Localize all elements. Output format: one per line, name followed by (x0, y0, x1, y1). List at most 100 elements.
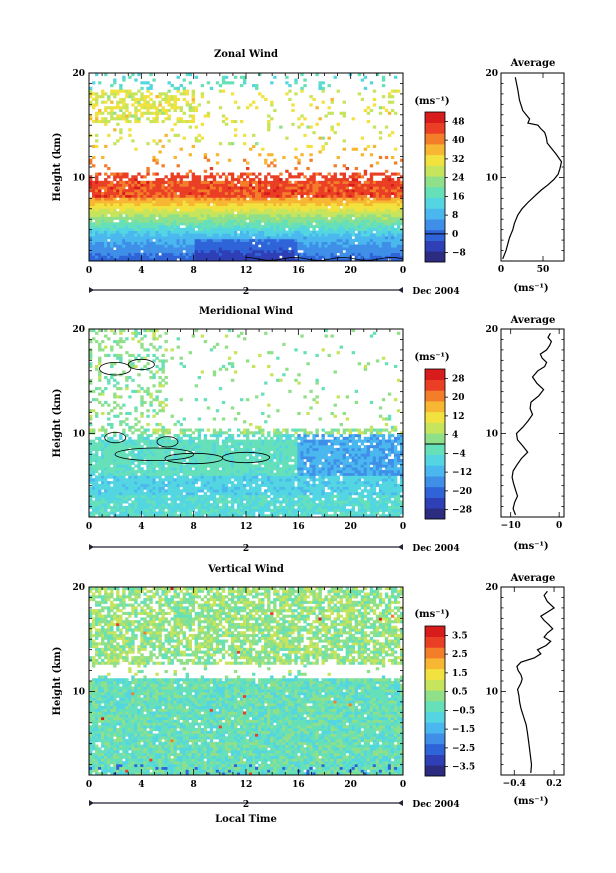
heatmap-cell (137, 100, 141, 104)
heatmap-cell (242, 230, 247, 234)
heatmap-cell (176, 194, 180, 198)
heatmap-cell (140, 92, 144, 96)
heatmap-cell (113, 241, 117, 245)
heatmap-cell (143, 478, 147, 482)
heatmap-cell (258, 258, 262, 261)
heatmap-cell (149, 233, 153, 237)
heatmap-cell (396, 194, 401, 198)
heatmap-cell (200, 255, 205, 259)
heatmap-cell (113, 400, 117, 404)
heatmap-cell (104, 178, 108, 182)
heatmap-cell (167, 219, 171, 223)
heatmap-cell (119, 395, 123, 399)
heatmap-cell (224, 255, 229, 259)
heatmap-cell (104, 214, 108, 218)
heatmap-cell (113, 230, 117, 234)
heatmap-cell (98, 461, 102, 465)
heatmap-cell (107, 194, 111, 198)
heatmap-cell (258, 214, 262, 218)
heatmap-cell (333, 236, 337, 240)
heatmap-cell (146, 238, 150, 242)
heatmap-cell (155, 255, 159, 259)
heatmap-cell (194, 219, 199, 223)
heatmap-cell (227, 208, 232, 212)
heatmap-cell (351, 247, 356, 251)
heatmap-cell (98, 345, 102, 349)
heatmap-cell (122, 478, 126, 482)
heatmap-cell (128, 497, 132, 501)
heatmap-cell (101, 186, 105, 190)
heatmap-cell (143, 334, 147, 338)
heatmap-cell (179, 120, 183, 124)
colorbar-segment (425, 144, 445, 156)
heatmap-cell (194, 183, 199, 187)
heatmap-cell (315, 73, 319, 77)
heatmap-cell (252, 227, 256, 231)
heatmap-cell (122, 194, 126, 198)
heatmap-cell (282, 252, 286, 256)
heatmap-cell (149, 238, 153, 242)
heatmap-cell (342, 175, 346, 179)
heatmap-cell (128, 464, 132, 468)
heatmap-cell (182, 258, 186, 261)
heatmap-cell (330, 225, 334, 229)
heatmap-cell (140, 241, 144, 245)
heatmap-cell (384, 211, 389, 215)
heatmap-cell (122, 202, 126, 207)
heatmap-cell (303, 258, 307, 261)
heatmap-cell (173, 233, 177, 237)
heatmap-cell (149, 208, 153, 212)
heatmap-cell (116, 445, 120, 449)
heatmap-cell (134, 100, 138, 104)
heatmap-cell (330, 214, 334, 218)
heatmap-cell (330, 186, 334, 190)
heatmap-cell (303, 78, 307, 82)
heatmap-cell (224, 222, 229, 226)
heatmap-cell (366, 233, 371, 237)
colorbar-segment (425, 165, 445, 177)
heatmap-cell (242, 180, 247, 184)
heatmap-cell (92, 236, 96, 240)
heatmap-cell (315, 249, 319, 254)
heatmap-cell (285, 186, 289, 190)
heatmap-cell (89, 414, 93, 418)
heatmap-cell (378, 230, 383, 234)
heatmap-cell (104, 189, 108, 193)
heatmap-cell (182, 189, 186, 193)
heatmap-cell (318, 225, 322, 229)
heatmap-cell (182, 191, 186, 195)
heatmap-cell (294, 244, 298, 248)
heatmap-cell (390, 241, 395, 245)
heatmap-cell (143, 208, 147, 212)
heatmap-cell (167, 200, 171, 204)
heatmap-cell (206, 191, 211, 195)
heatmap-cell (393, 172, 398, 176)
heatmap-cell (396, 233, 401, 237)
heatmap-cell (119, 436, 123, 440)
heatmap-cell (155, 227, 159, 231)
heatmap-cell (276, 255, 280, 259)
heatmap-cell (306, 238, 310, 242)
heatmap-cell (101, 191, 105, 195)
heatmap-cell (264, 189, 268, 193)
heatmap-cell (276, 189, 280, 193)
heatmap-cell (119, 387, 123, 391)
heatmap-cell (360, 186, 365, 190)
heatmap-cell (303, 214, 307, 218)
heatmap-cell (360, 255, 365, 259)
heatmap-cell (179, 442, 183, 446)
heatmap-cell (218, 236, 223, 240)
heatmap-cell (399, 241, 403, 245)
heatmap-cell (98, 500, 102, 504)
heatmap-cell (182, 183, 186, 187)
heatmap-cell (224, 249, 229, 254)
heatmap-cell (137, 420, 141, 424)
heatmap-cell (134, 247, 138, 251)
heatmap-cell (140, 492, 144, 496)
heatmap-cell (203, 252, 208, 256)
heatmap-cell (152, 249, 156, 254)
heatmap-cell (306, 230, 310, 234)
heatmap-cell (267, 172, 271, 176)
heatmap-cell (140, 247, 144, 251)
heatmap-cell (360, 153, 365, 157)
